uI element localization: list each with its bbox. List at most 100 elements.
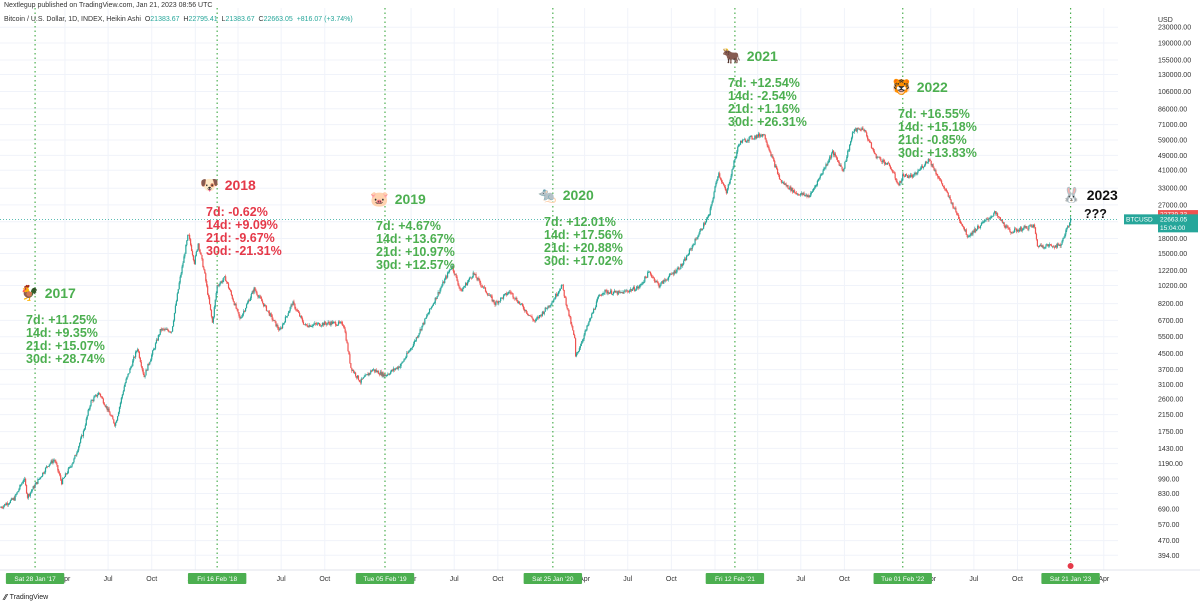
- candle-body: [993, 213, 995, 216]
- candle-body: [224, 276, 226, 278]
- annotation-stats: 7d: -0.62% 14d: +9.09% 21d: -9.67% 30d: -21…: [200, 206, 282, 258]
- stat-line: 14d: -2.54%: [728, 89, 797, 103]
- candle-body: [171, 326, 174, 332]
- candle-body: [863, 129, 865, 132]
- candle-body: [778, 175, 781, 180]
- candle-body: [452, 266, 454, 272]
- candle-body: [226, 281, 228, 282]
- candle-body: [800, 192, 802, 194]
- candle-body: [952, 202, 954, 208]
- candle-body: [601, 294, 603, 296]
- candle-body: [158, 334, 160, 336]
- candle-body: [309, 324, 311, 327]
- zodiac-emoji-icon: 🐓: [20, 284, 39, 302]
- candle-body: [103, 403, 105, 406]
- candle-body: [563, 289, 565, 297]
- candle-body: [86, 415, 88, 419]
- candle-body: [73, 458, 75, 463]
- candle-body: [173, 312, 176, 321]
- candle-body: [1044, 247, 1046, 249]
- candle-body: [58, 470, 60, 474]
- candle-body: [383, 374, 385, 377]
- candle-body: [743, 139, 745, 141]
- candle-body: [871, 147, 874, 149]
- candle-body: [946, 191, 948, 193]
- candle-body: [430, 306, 433, 309]
- candle-body: [373, 369, 376, 372]
- candle-body: [272, 319, 274, 321]
- candle-body: [336, 325, 338, 327]
- candle-body: [312, 324, 314, 327]
- candle-body: [230, 291, 232, 295]
- stat-line: 7d: +4.67%: [376, 219, 441, 233]
- candle-body: [62, 478, 65, 479]
- candle-body: [394, 368, 397, 370]
- candle-body: [644, 276, 646, 282]
- candle-body: [249, 297, 251, 301]
- candle-body: [552, 301, 554, 303]
- candle-body: [653, 277, 655, 282]
- candle-body: [520, 303, 523, 305]
- candle-body: [790, 186, 792, 191]
- candle-body: [370, 370, 372, 374]
- candle-body: [726, 188, 728, 194]
- candle-body: [208, 297, 211, 305]
- candle-body: [1026, 226, 1028, 229]
- candle-body: [939, 178, 941, 180]
- candle-body: [759, 135, 762, 137]
- candle-body: [425, 317, 427, 319]
- candle-body: [595, 301, 598, 308]
- y-tick-label: 570.00: [1158, 522, 1180, 529]
- annotation-stats: 7d: +12.54% 14d: -2.54% 21d: +1.16% 30d: +2…: [722, 77, 807, 129]
- candle-body: [7, 503, 10, 505]
- y-tick-label: 3100.00: [1158, 382, 1183, 389]
- annotation-year: 2017: [44, 285, 76, 301]
- candle-body: [129, 368, 131, 374]
- candle-body: [587, 324, 589, 326]
- candle-body: [549, 305, 551, 307]
- candle-body: [649, 271, 652, 275]
- symbol-tag: BTCUSD: [1126, 216, 1153, 223]
- candle-body: [471, 276, 473, 278]
- candle-body: [505, 293, 507, 296]
- candle-body: [607, 292, 609, 294]
- candle-body: [320, 325, 323, 327]
- candle-body: [755, 136, 757, 139]
- candle-body: [462, 288, 464, 292]
- candle-body: [391, 369, 393, 372]
- candle-body: [197, 243, 199, 250]
- y-tick-label: 130000.00: [1158, 72, 1191, 79]
- candle-body: [368, 372, 370, 376]
- zodiac-emoji-icon: 🐀: [538, 186, 557, 204]
- candle-body: [33, 486, 35, 488]
- candle-body: [1022, 227, 1024, 231]
- candle-body: [351, 367, 353, 371]
- change-value: +816.07 (+3.74%): [296, 16, 353, 23]
- candle-body: [858, 129, 860, 130]
- candle-body: [242, 313, 244, 317]
- candle-body: [535, 319, 537, 322]
- candle-body: [382, 372, 384, 377]
- annotation-header: 🐷 2019: [370, 190, 455, 208]
- candle-body: [738, 144, 740, 147]
- candle-body: [396, 367, 398, 369]
- candle-body: [868, 140, 871, 143]
- candle-body: [259, 296, 261, 298]
- stat-line: 30d: +28.74%: [26, 352, 105, 366]
- candle-body: [453, 271, 455, 275]
- candle-body: [434, 297, 436, 303]
- candle-body: [45, 466, 48, 468]
- candle-body: [268, 311, 270, 316]
- candle-body: [194, 255, 196, 264]
- y-tick-label: 49000.00: [1158, 153, 1187, 160]
- candle-body: [17, 491, 19, 493]
- candle-body: [304, 324, 306, 325]
- candle-body: [777, 173, 780, 176]
- candle-body: [1002, 222, 1004, 224]
- candle-body: [821, 173, 823, 175]
- price-axis[interactable]: 230000.00 190000.00 155000.00 130000.00 1060…: [1158, 25, 1191, 560]
- annotation-2023: 🐰 2023???: [1062, 186, 1118, 221]
- candle-body: [933, 167, 935, 171]
- candle-body: [876, 156, 878, 158]
